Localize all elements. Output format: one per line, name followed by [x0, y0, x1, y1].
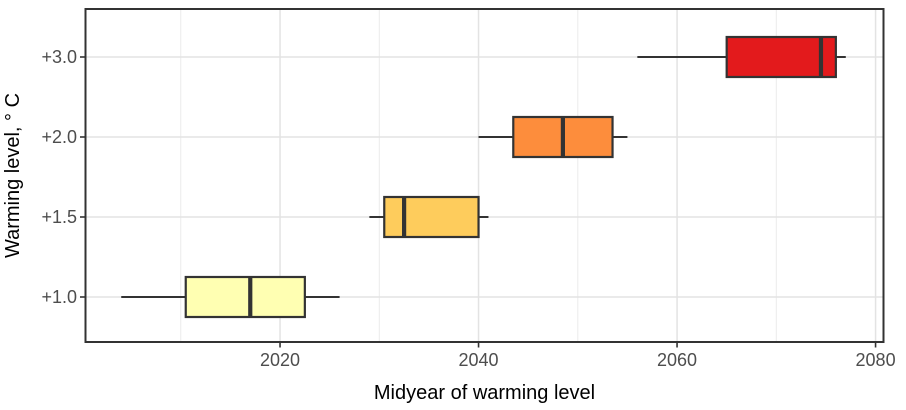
x-tick-label-2040: 2040: [459, 350, 499, 370]
x-tick-label-2060: 2060: [657, 350, 697, 370]
y-tick-label-+2.0: +2.0: [41, 127, 77, 147]
boxplot-+1.0: [121, 275, 340, 319]
boxplot-+1.5: [369, 195, 489, 239]
y-tick-label-+1.0: +1.0: [41, 287, 77, 307]
x-tick-label-2020: 2020: [260, 350, 300, 370]
boxplot-+2.0: [478, 115, 628, 159]
panel-border: [84, 8, 885, 343]
iqr-box: [184, 275, 306, 319]
chart-layer: 2020 2040 2060 2080 +1.0 +1.5 +2.0 +3.0: [41, 8, 896, 370]
iqr-box: [725, 35, 837, 79]
y-tick-label-+1.5: +1.5: [41, 207, 77, 227]
x-tick-label-2080: 2080: [856, 350, 896, 370]
y-axis-title: Warming level, ° C: [2, 93, 24, 258]
x-axis-title: Midyear of warming level: [374, 382, 595, 404]
iqr-box: [383, 195, 480, 239]
boxplot-+3.0: [637, 35, 846, 79]
y-tick-label-+3.0: +3.0: [41, 47, 77, 67]
